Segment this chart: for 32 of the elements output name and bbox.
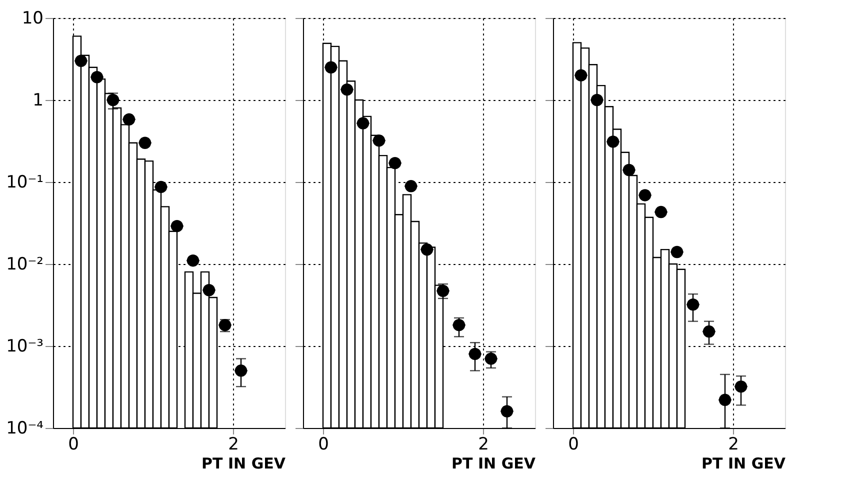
x-tick-label: 2 (228, 434, 239, 454)
y-tick-label: 10⁻³ (6, 336, 44, 356)
point (154, 180, 168, 194)
point (590, 94, 604, 106)
point (170, 220, 184, 232)
y-tick-label: 10 (22, 8, 44, 28)
y-tick-label: 10⁻¹ (6, 172, 44, 192)
point (388, 156, 402, 170)
x-tick-label: 0 (68, 434, 79, 454)
y-tick-label: 10⁻⁴ (6, 418, 44, 438)
point (622, 164, 636, 176)
point (420, 243, 434, 256)
point (372, 134, 386, 147)
y-tick-label: 1 (32, 90, 44, 110)
x-axis-title: PT IN GEV (702, 454, 786, 472)
point (90, 71, 104, 84)
point (324, 61, 338, 74)
point (340, 83, 354, 96)
point (202, 284, 216, 296)
point (122, 113, 136, 126)
point (654, 206, 668, 218)
point (138, 136, 152, 149)
x-tick-label: 2 (478, 434, 489, 454)
x-tick-label: 0 (318, 434, 329, 454)
x-axis-title: PT IN GEV (202, 454, 286, 472)
x-tick-label: 0 (568, 434, 579, 454)
y-tick-label: 10⁻² (6, 254, 44, 274)
x-tick-label: 2 (728, 434, 739, 454)
point (670, 246, 684, 258)
point (186, 254, 200, 267)
point (74, 54, 88, 67)
x-axis-title: PT IN GEV (452, 454, 536, 472)
